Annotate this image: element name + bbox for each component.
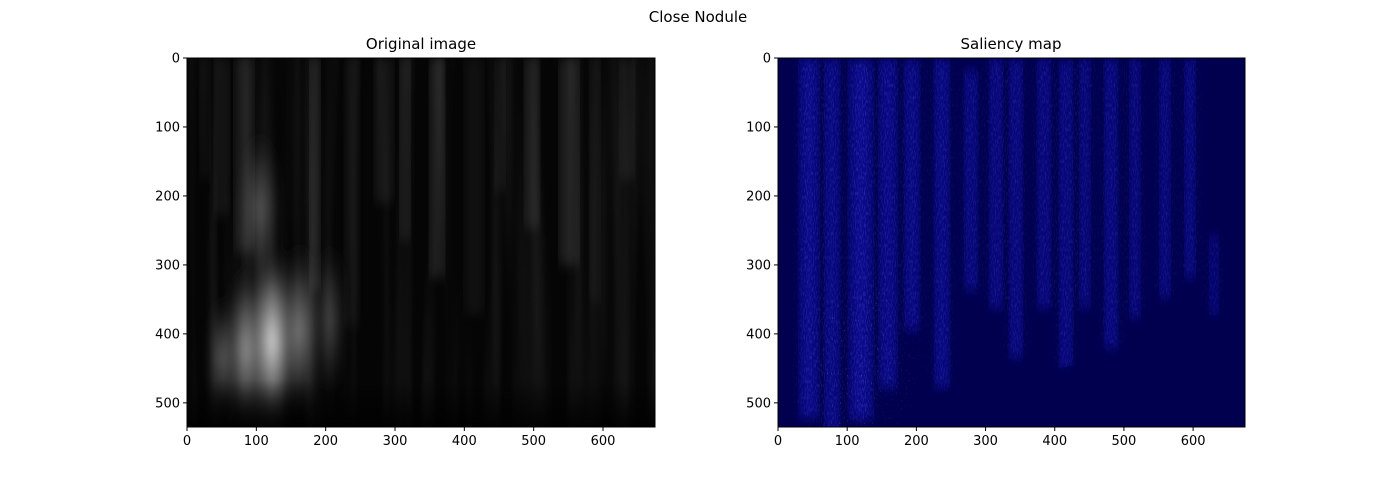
saliency-map-x-tick-label: 500 — [1112, 434, 1137, 449]
saliency-map-y-tick-label: 400 — [746, 327, 771, 342]
saliency-map-x-tick-label: 600 — [1181, 434, 1206, 449]
saliency-map-y-tick-label: 0 — [763, 52, 771, 67]
saliency-map-y-ticks: 0 100 200 300 400 500 — [746, 52, 778, 412]
saliency-map-x-tick-label: 0 — [774, 434, 782, 449]
original-image-y-tick-label: 400 — [155, 327, 180, 342]
saliency-map-panel: Saliency map 0 100 200 300 400 500 600 0 100 200… — [746, 35, 1245, 449]
saliency-map-title: Saliency map — [960, 35, 1061, 53]
original-image-x-tick-label: 300 — [383, 434, 408, 449]
saliency-map-y-tick-label: 500 — [746, 396, 771, 411]
original-image-y-tick-label: 200 — [155, 189, 180, 204]
original-image-x-tick-label: 100 — [244, 434, 269, 449]
original-image-x-ticks: 0 100 200 300 400 500 600 — [183, 427, 616, 449]
original-image-panel: Original image 0 100 200 300 400 500 600 0 100 2… — [155, 35, 655, 449]
saliency-map-x-tick-label: 200 — [904, 434, 929, 449]
original-image-x-tick-label: 0 — [183, 434, 191, 449]
original-image-x-tick-label: 600 — [591, 434, 616, 449]
original-image-title: Original image — [366, 35, 476, 53]
original-image-x-tick-label: 200 — [313, 434, 338, 449]
saliency-map-x-tick-label: 100 — [835, 434, 860, 449]
original-image-x-tick-label: 400 — [452, 434, 477, 449]
saliency-map-y-tick-label: 200 — [746, 189, 771, 204]
original-image-y-tick-label: 500 — [155, 396, 180, 411]
saliency-map-heatmap — [778, 58, 1245, 438]
saliency-map-x-ticks: 0 100 200 300 400 500 600 — [774, 427, 1206, 449]
saliency-map-y-tick-label: 100 — [746, 120, 771, 135]
saliency-map-x-tick-label: 400 — [1042, 434, 1067, 449]
figure-title: Close Nodule — [649, 8, 747, 26]
original-image-y-ticks: 0 100 200 300 400 500 — [155, 52, 187, 412]
original-image-y-tick-label: 0 — [172, 52, 180, 67]
original-image-heatmap — [187, 58, 655, 440]
saliency-map-x-tick-label: 300 — [973, 434, 998, 449]
saliency-map-y-tick-label: 300 — [746, 258, 771, 273]
original-image-y-tick-label: 100 — [155, 120, 180, 135]
original-image-y-tick-label: 300 — [155, 258, 180, 273]
original-image-x-tick-label: 500 — [521, 434, 546, 449]
